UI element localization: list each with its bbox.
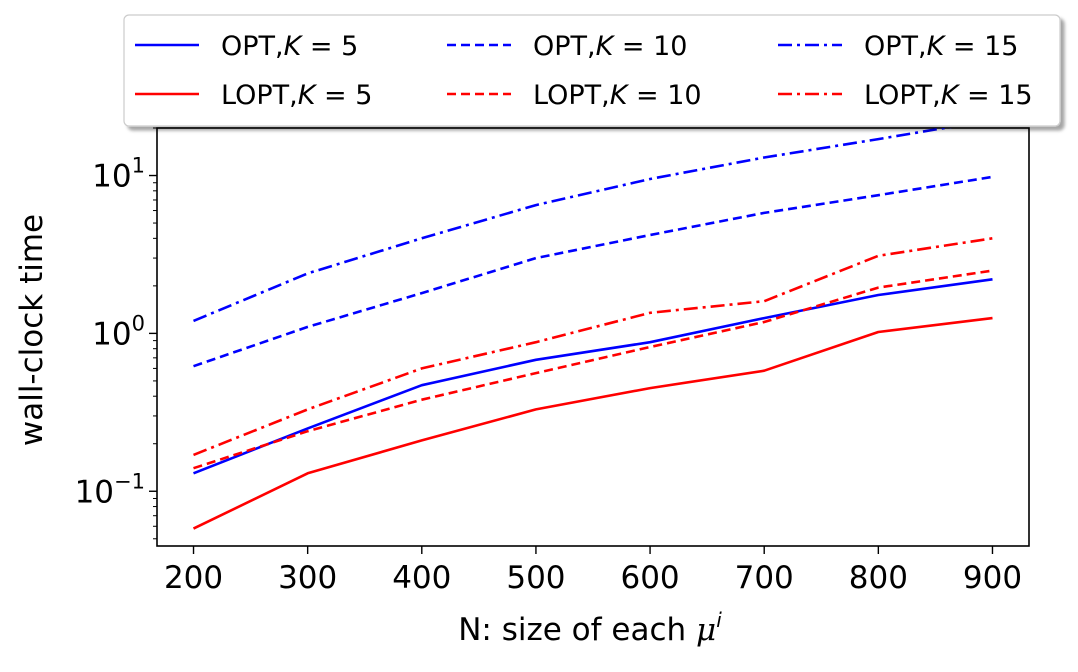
plot-area <box>156 127 1030 547</box>
x-tick-label: 300 <box>278 560 337 596</box>
series-line-lopt-k-10 <box>193 269 993 470</box>
legend-box <box>123 14 1061 127</box>
legend: OPT,K = 5 LOPT,K = 5 OPT,K = 10 LOPT,K = 10… <box>123 14 1061 127</box>
x-tick-label: 800 <box>849 560 908 596</box>
legend-label: LOPT,K = 10 <box>533 80 702 111</box>
series-line-opt-k-5 <box>193 278 993 475</box>
y-tick-label: 101 <box>92 154 145 195</box>
x-tick-label: 600 <box>620 560 679 596</box>
legend-label: OPT,K = 5 <box>221 31 358 62</box>
y-axis-label: wall-clock time <box>14 214 50 446</box>
x-tick-label: 900 <box>963 560 1022 596</box>
x-axis-label: N: size of each μi <box>458 608 722 648</box>
y-tick-label: 100 <box>92 311 145 352</box>
x-tick-label: 200 <box>164 560 223 596</box>
x-tick-label: 700 <box>735 560 794 596</box>
x-tick-label: 400 <box>392 560 451 596</box>
x-tick-label: 500 <box>506 560 565 596</box>
series-line-lopt-k-5 <box>192 316 993 530</box>
series-line-opt-k-15 <box>193 128 953 323</box>
series-line-lopt-k-15 <box>193 237 993 457</box>
legend-label: LOPT,K = 5 <box>221 80 372 111</box>
y-tick-label: 10−1 <box>75 469 145 510</box>
legend-label: OPT,K = 15 <box>864 31 1018 62</box>
legend-label: OPT,K = 10 <box>533 31 687 62</box>
series-line-opt-k-10 <box>193 175 993 368</box>
legend-label: LOPT,K = 15 <box>864 80 1033 111</box>
